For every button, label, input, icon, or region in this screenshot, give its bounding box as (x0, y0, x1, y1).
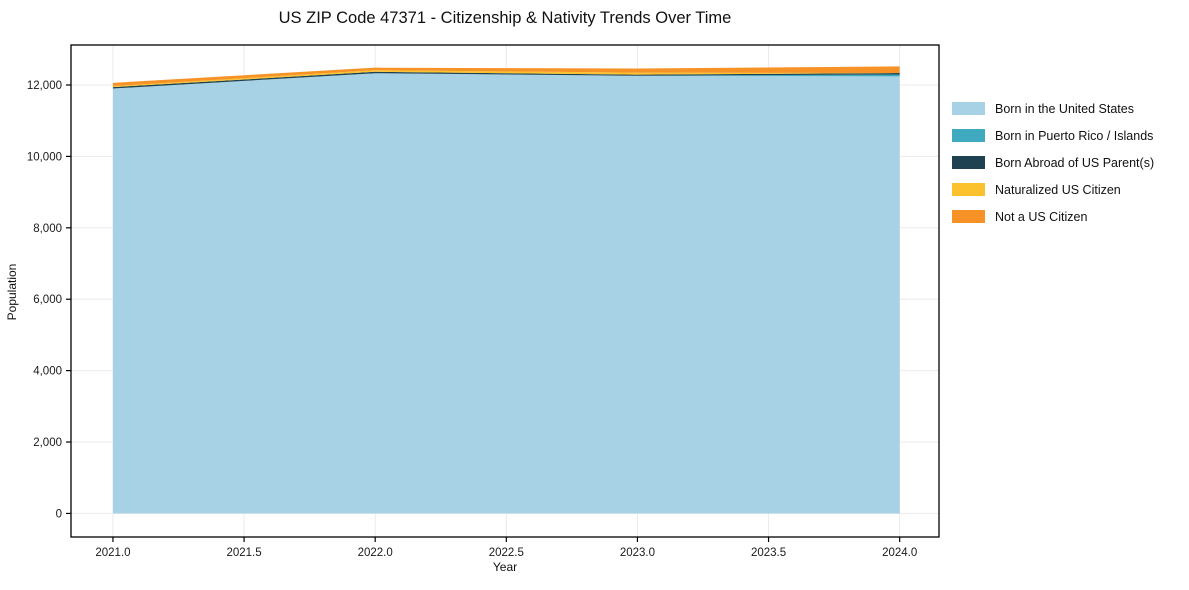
legend-item: Not a US Citizen (952, 209, 1154, 224)
legend-swatch-icon (952, 156, 985, 169)
legend-label: Not a US Citizen (995, 209, 1088, 224)
legend-swatch-icon (952, 183, 985, 196)
y-tick-label: 8,000 (33, 223, 62, 235)
y-tick-label: 0 (56, 508, 62, 520)
legend-item: Born in Puerto Rico / Islands (952, 128, 1154, 143)
x-tick-label: 2021.0 (95, 547, 130, 559)
legend-item: Born in the United States (952, 101, 1154, 116)
x-axis-label: Year (492, 560, 518, 574)
area-layer (112, 73, 900, 514)
y-axis-label: Population (5, 263, 19, 321)
y-tick-label: 2,000 (33, 437, 62, 449)
chart-title: US ZIP Code 47371 - Citizenship & Nativi… (278, 9, 732, 27)
legend-item: Naturalized US Citizen (952, 182, 1154, 197)
x-tick-label: 2022.0 (358, 547, 393, 559)
legend-label: Naturalized US Citizen (995, 182, 1121, 197)
x-tick-label: 2023.0 (620, 547, 655, 559)
x-tick-label: 2021.5 (226, 547, 261, 559)
legend-swatch-icon (952, 129, 985, 142)
legend-swatch-icon (952, 210, 985, 223)
legend-swatch-icon (952, 102, 985, 115)
area-layer (112, 66, 900, 87)
y-tick-label: 12,000 (27, 80, 62, 92)
tick-labels: 2021.0 2021.5 2022.0 2022.5 2023.0 2023.5 2024… (27, 80, 917, 559)
area-layer (112, 71, 900, 89)
y-tick-label: 6,000 (33, 294, 62, 306)
x-tick-label: 2022.5 (489, 547, 524, 559)
y-tick-label: 10,000 (27, 151, 62, 163)
x-tick-label: 2023.5 (751, 547, 786, 559)
x-tick-label: 2024.0 (882, 547, 917, 559)
area-layers (112, 66, 900, 514)
axes-spines (70, 44, 940, 538)
legend: Born in the United States Born in Puerto … (952, 101, 1155, 224)
y-tick-label: 4,000 (33, 366, 62, 378)
legend-item: Born Abroad of US Parent(s) (952, 155, 1155, 170)
legend-label: Born Abroad of US Parent(s) (995, 155, 1155, 170)
axis-ticks (66, 84, 901, 542)
legend-label: Born in Puerto Rico / Islands (995, 128, 1154, 143)
area-layer (112, 70, 900, 88)
legend-label: Born in the United States (995, 101, 1134, 116)
